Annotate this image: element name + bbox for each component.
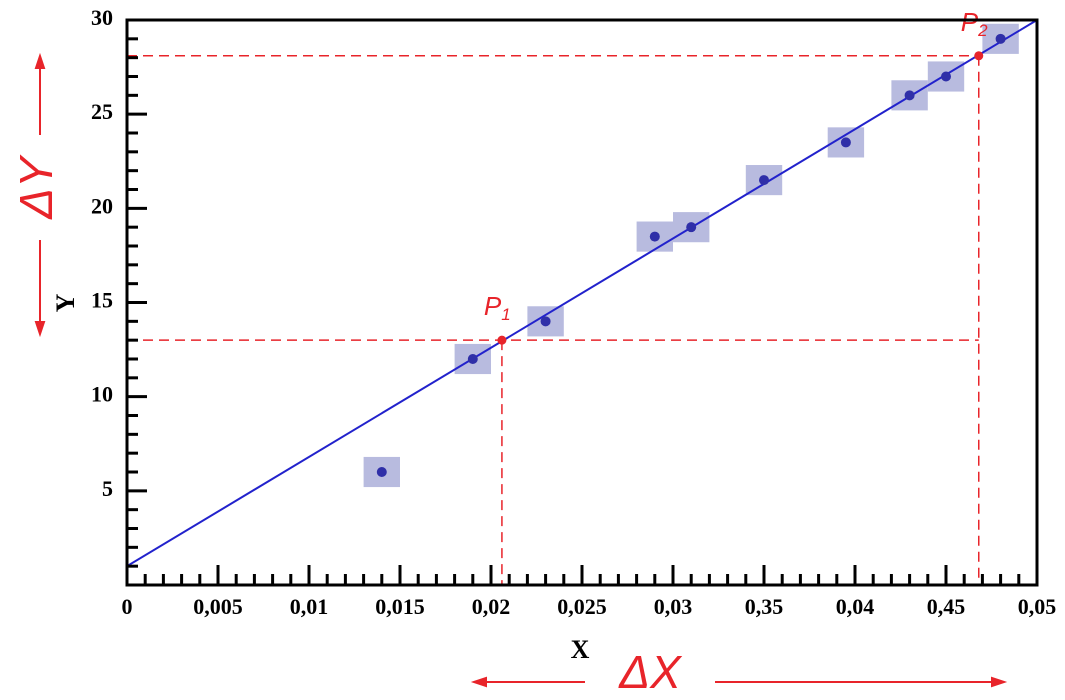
y-tick-label: 20 (91, 193, 113, 218)
data-point (376, 467, 387, 477)
x-tick-label: 0 (122, 594, 133, 619)
y-tick-label: 30 (91, 5, 113, 30)
p-point (974, 51, 984, 61)
fit-line (126, 19, 1038, 568)
p-label: P2 (961, 7, 988, 41)
data-point (759, 175, 769, 186)
data-point (840, 137, 851, 148)
y-tick-label: 10 (91, 382, 113, 407)
x-tick-label: 0,03 (654, 594, 693, 619)
y-tick-label: 15 (91, 288, 113, 313)
arrows (34, 52, 1008, 688)
x-tick-label: 0,45 (927, 594, 966, 619)
delta-x-annotation: ΔX (618, 646, 683, 698)
delta-y-annotation: ΔY (10, 154, 62, 220)
p-label-sub: 2 (977, 21, 988, 40)
data-point (995, 33, 1006, 44)
data-point (686, 222, 697, 233)
x-tick-label: 0,005 (193, 594, 243, 619)
y-axis-label: Y (51, 293, 80, 312)
y-tick-label: 5 (102, 476, 113, 501)
y-tick-label: 25 (91, 99, 113, 124)
p-label-sub: 1 (501, 306, 510, 325)
data-point (941, 71, 951, 82)
p-label-name: P (961, 7, 979, 37)
x-tick-label: 0,01 (290, 594, 329, 619)
p-label: P1 (484, 291, 511, 325)
x-axis-label: X (571, 635, 590, 664)
data-point (540, 316, 551, 327)
p-label-name: P (484, 291, 502, 321)
data-point (649, 231, 660, 242)
x-tick-label: 0,02 (472, 594, 511, 619)
x-tick-label: 0,04 (836, 594, 875, 619)
x-tick-label: 0,025 (557, 594, 607, 619)
x-tick-label: 0,05 (1018, 594, 1057, 619)
p-point (497, 335, 507, 345)
x-tick-label: 0,015 (375, 594, 425, 619)
data-point (904, 90, 915, 101)
x-tick-label: 0,35 (745, 594, 784, 619)
data-point (467, 354, 478, 364)
